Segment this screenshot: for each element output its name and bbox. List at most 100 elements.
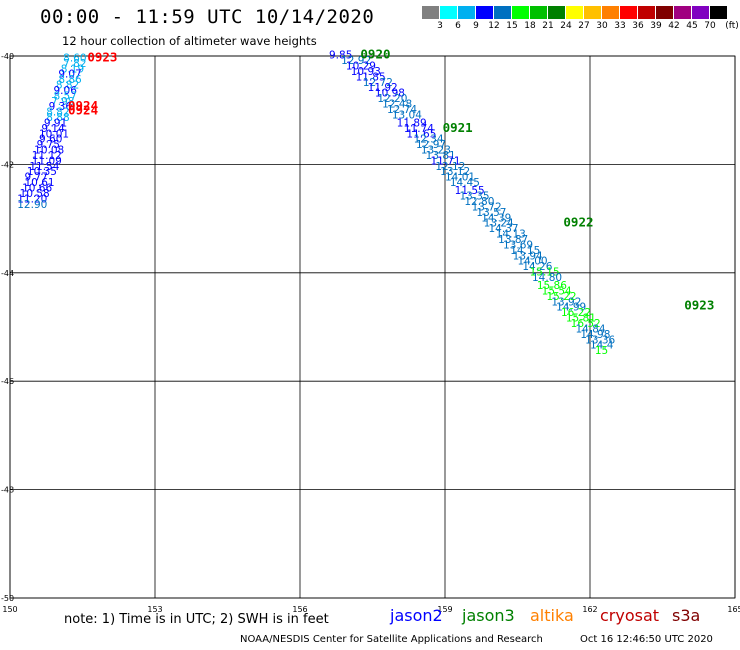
swh-label: 11.54 [29, 161, 59, 173]
swh-label: 9.60 [39, 134, 62, 146]
swh-label: 13.94 [513, 250, 543, 262]
colorbar-swatch [494, 6, 512, 19]
time-label: 0923 [684, 298, 714, 313]
swh-label: 12.80 [464, 196, 494, 208]
swh-label: 10.61 [25, 177, 55, 189]
swh-label: 11.65 [406, 128, 436, 140]
colorbar-label: 24 [560, 21, 572, 31]
swh-label: 7.98 [51, 96, 74, 108]
colorbar-label: 3 [437, 21, 443, 31]
swh-label: 11.92 [368, 82, 398, 94]
colorbar-swatch [422, 6, 440, 19]
time-label: 0920 [360, 47, 390, 62]
colorbar-swatch [476, 6, 494, 19]
swh-label: 9.91 [44, 117, 67, 129]
colorbar-label: 36 [632, 21, 644, 31]
colorbar-swatch [656, 6, 674, 19]
swh-label: 12.92 [341, 55, 371, 67]
swh-label: 12.34 [414, 134, 444, 146]
chart-title: 00:00 - 11:59 UTC 10/14/2020 [40, 6, 375, 28]
time-label: 0922 [563, 215, 593, 230]
swh-label: 13.69 [503, 239, 533, 251]
legend-jason2: jason2 [390, 606, 443, 625]
colorbar-swatch [620, 6, 638, 19]
swh-label: 14.39 [481, 212, 511, 224]
x-tick-label: 153 [147, 605, 162, 614]
swh-label: 9.75 [37, 139, 60, 151]
time-label: 0923 [87, 49, 117, 64]
swh-label: 14.00 [518, 256, 548, 268]
credit-line: NOAA/NESDIS Center for Satellite Applica… [240, 634, 543, 645]
swh-label: 11.12 [32, 150, 62, 162]
swh-label: 12.12 [435, 161, 465, 173]
swh-label: 12.20 [377, 93, 407, 105]
swh-label: 13.81 [426, 150, 456, 162]
swh-label: 14.15 [510, 245, 540, 257]
swh-label: 11.09 [32, 155, 62, 167]
colorbar-label: 12 [488, 21, 500, 31]
swh-label: 15.15 [530, 267, 560, 279]
colorbar-swatch [638, 6, 656, 19]
colorbar-swatch [548, 6, 566, 19]
swh-label: 13.92 [551, 296, 581, 308]
colorbar-label: 30 [596, 21, 608, 31]
y-tick-label: -44 [1, 269, 14, 278]
swh-label: 12.74 [387, 104, 417, 116]
colorbar-swatch [692, 6, 710, 19]
colorbar-unit: (ft) [725, 21, 739, 31]
colorbar-swatch [602, 6, 620, 19]
swh-label: 7.82 [63, 58, 86, 70]
swh-label: 13.12 [440, 166, 470, 178]
swh-label: 9.07 [58, 69, 81, 81]
swh-label: 8.60 [63, 52, 86, 64]
swh-label: 8.57 [54, 90, 77, 102]
colorbar-label: 39 [650, 21, 662, 31]
swh-label: 13.72 [472, 201, 502, 213]
swh-label: 11.20 [17, 193, 47, 205]
x-tick-label: 150 [2, 605, 17, 614]
colorbar-label: 70 [704, 21, 716, 31]
colorbar-label: 45 [686, 21, 698, 31]
swh-label: 12.72 [363, 77, 393, 89]
y-tick-label: -42 [1, 160, 14, 169]
legend-altika: altika [530, 606, 574, 625]
credit-timestamp: Oct 16 12:46:50 UTC 2020 [580, 634, 713, 645]
swh-label: 14.26 [522, 261, 552, 273]
swh-label: 12.90 [17, 199, 47, 211]
swh-label: 14.98 [580, 329, 610, 341]
chart-subtitle: 12 hour collection of altimeter wave hei… [62, 34, 317, 48]
swh-label: 16.22 [561, 307, 591, 319]
swh-label: 14.37 [489, 223, 519, 235]
y-tick-label: -48 [1, 486, 14, 495]
swh-label: 10.66 [22, 183, 52, 195]
legend-cryosat: cryosat [600, 606, 660, 625]
colorbar-label: 33 [614, 21, 626, 31]
swh-label: 11.71 [431, 155, 461, 167]
swh-label: 15.54 [542, 285, 572, 297]
colorbar-swatch [566, 6, 584, 19]
swh-label: 13.24 [484, 218, 514, 230]
swh-label: 10.08 [34, 145, 64, 157]
x-tick-label: 156 [292, 605, 307, 614]
swh-label: 14.80 [532, 272, 562, 284]
swh-label: 14.84 [576, 323, 606, 335]
swh-label: 9.77 [25, 172, 48, 184]
swh-label: 8.82 [56, 80, 79, 92]
time-label: 0924 [68, 103, 98, 118]
y-tick-label: -46 [1, 377, 14, 386]
x-tick-label: 162 [582, 605, 597, 614]
swh-label: 10.29 [346, 61, 376, 73]
footer-note: note: 1) Time is in UTC; 2) SWH is in fe… [64, 612, 329, 627]
colorbar-swatch [440, 6, 458, 19]
swh-label: 8.19 [61, 63, 84, 75]
swh-label: 13.87 [498, 234, 528, 246]
swh-label: 9.06 [54, 85, 78, 97]
swh-label: 8.82 [46, 107, 69, 119]
x-tick-label: 159 [437, 605, 452, 614]
swh-label: 10.98 [375, 88, 405, 100]
y-tick-label: -50 [1, 594, 14, 603]
swh-label: 15.22 [547, 291, 577, 303]
swh-label: 13.36 [585, 334, 615, 346]
swh-label: 8.88 [46, 112, 69, 124]
